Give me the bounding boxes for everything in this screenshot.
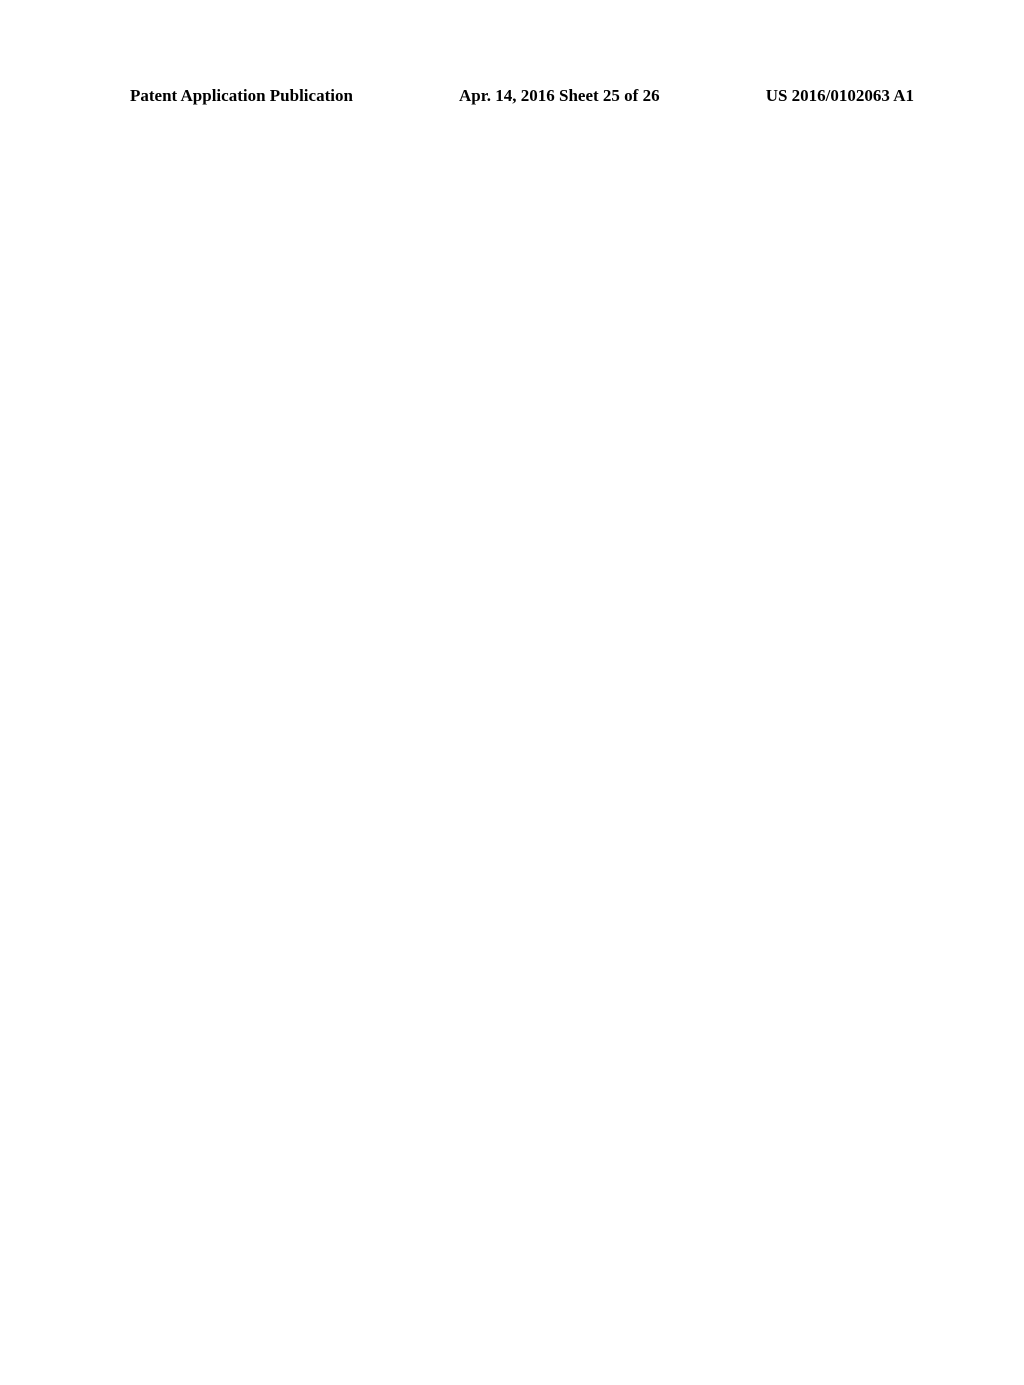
header-right: US 2016/0102063 A1 — [766, 86, 914, 106]
page-header: Patent Application Publication Apr. 14, … — [0, 86, 1024, 106]
rotated-figure-wrapper: Mouse weight (g) Weeks on Chow diet Figu… — [500, 700, 501, 701]
header-center: Apr. 14, 2016 Sheet 25 of 26 — [459, 86, 660, 106]
header-left: Patent Application Publication — [130, 86, 353, 106]
